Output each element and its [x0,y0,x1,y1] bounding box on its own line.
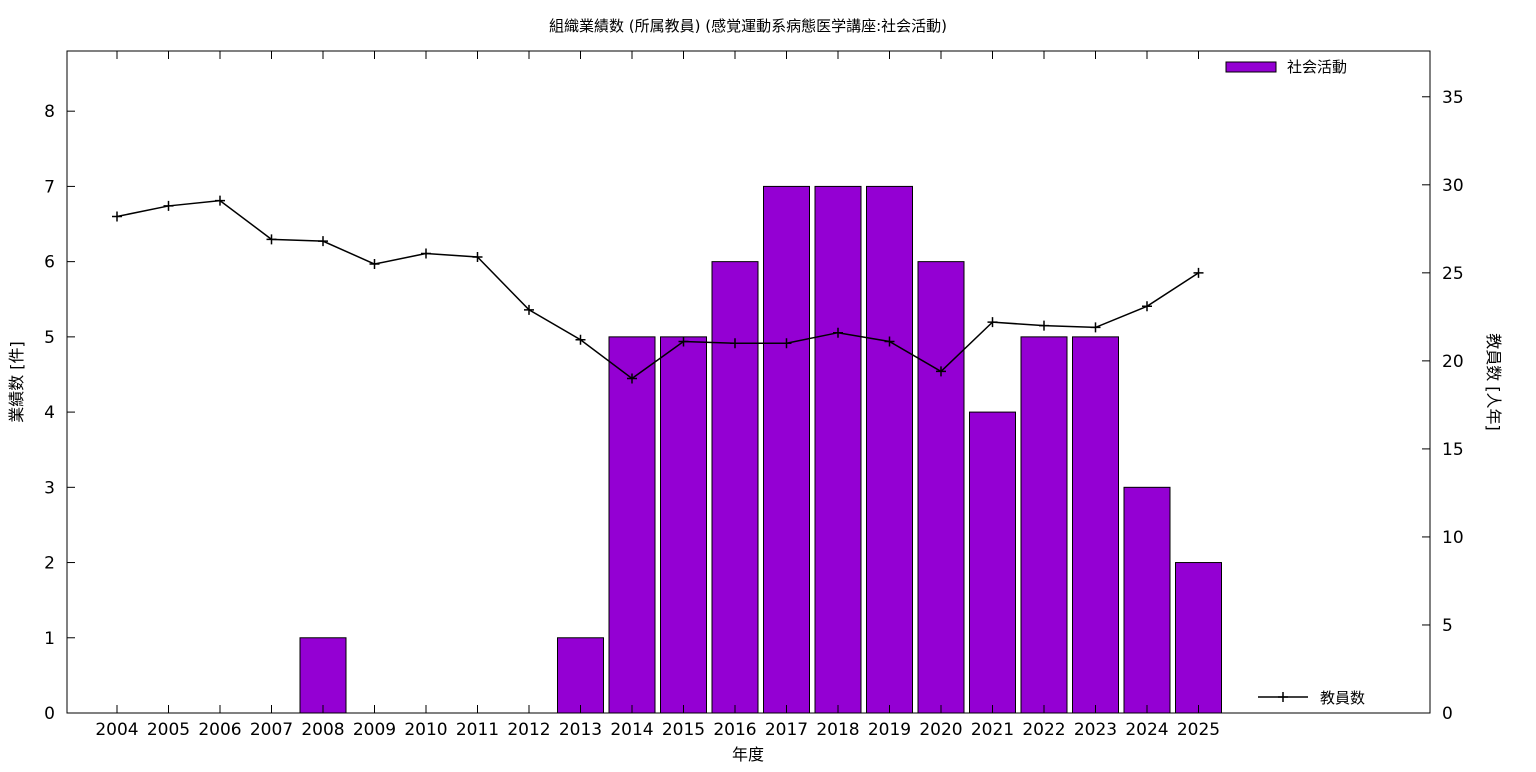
legend-line-entry: 教員数 [1258,689,1365,707]
line-point-2013 [575,334,586,345]
y-tick-label: 4 [44,403,55,423]
bar-2014 [608,336,656,714]
line-point-2021 [987,317,998,328]
x-tick-label: 2006 [198,720,241,740]
x-tick-label: 2016 [713,720,756,740]
y-axis-title: 業績数 [件] [7,341,26,423]
line-point-2005 [163,200,174,211]
bar-2020 [917,261,965,714]
x-tick-label: 2019 [868,720,911,740]
line-point-2009 [369,259,380,270]
y2-tick-label: 35 [1442,88,1464,108]
line-point-2006 [215,195,225,206]
bar-2008 [299,637,347,714]
line-point-2012 [524,304,534,315]
bar-2015 [660,336,707,714]
bar-2016 [711,261,759,714]
x-tick-label: 2022 [1022,720,1065,740]
x-tick-label: 2014 [610,720,653,740]
bar-2019 [866,185,913,714]
bar-2023 [1072,336,1119,714]
line-faculty-count [116,199,1199,380]
y-tick-label: 5 [44,328,55,348]
x-tick-label: 2013 [559,720,602,740]
x-tick-label: 2015 [662,720,705,740]
line-point-2018 [833,327,843,338]
y-tick-label: 1 [44,629,55,649]
x-tick-label: 2012 [507,720,550,740]
line-point-2015 [678,336,689,347]
line-point-2023 [1090,322,1101,333]
bars-layer [299,185,1222,714]
legend-bar-label: 社会活動 [1287,58,1347,76]
line-point-2004 [112,211,122,222]
legend-line-label: 教員数 [1320,689,1365,707]
plot-frame [66,50,1431,714]
line-point-2008 [318,236,328,247]
line-layer [112,195,1204,384]
bar-2021 [969,411,1016,714]
y2-tick-label: 30 [1442,176,1464,196]
line-point-2025 [1193,267,1204,278]
y2-axis-title: 教員数 [人年] [1484,333,1503,431]
line-point-2011 [472,251,483,262]
y-tick-label: 6 [44,253,55,273]
line-point-2017 [781,338,792,349]
y-tick-label: 0 [44,704,55,724]
y2-tick-label: 10 [1442,528,1464,548]
x-tick-label: 2007 [250,720,293,740]
x-tick-label: 2009 [353,720,396,740]
bar-2017 [763,185,810,714]
bar-2013 [557,637,604,714]
bar-2024 [1123,486,1171,714]
line-point-2007 [266,234,277,245]
bar-2025 [1175,562,1222,714]
x-tick-label: 2025 [1177,720,1220,740]
x-axis-title: 年度 [732,745,764,764]
y-tick-label: 2 [44,554,55,574]
x-tick-label: 2024 [1125,720,1168,740]
y2-tick-label: 15 [1442,440,1464,460]
legend-bar-entry: 社会活動 [1225,58,1347,76]
line-point-2010 [421,248,431,259]
y2-tick-label: 20 [1442,352,1464,372]
y2-tick-label: 0 [1442,704,1453,724]
line-point-2024 [1142,301,1152,312]
y-tick-label: 3 [44,478,55,498]
x-tick-label: 2023 [1074,720,1117,740]
y-tick-label: 8 [44,102,55,122]
x-tick-label: 2017 [765,720,808,740]
line-point-2014 [627,373,637,384]
x-tick-label: 2004 [95,720,138,740]
y-tick-label: 7 [44,177,55,197]
x-tick-label: 2008 [301,720,344,740]
bar-2022 [1020,336,1068,714]
x-tick-label: 2010 [404,720,447,740]
line-point-2016 [730,338,740,349]
y2-tick-label: 5 [1442,616,1453,636]
x-tick-label: 2021 [971,720,1014,740]
legend-line-marker [1278,692,1288,702]
x-tick-label: 2018 [816,720,859,740]
x-tick-label: 2011 [456,720,499,740]
chart-title: 組織業績数 (所属教員) (感覚運動系病態医学講座:社会活動) [549,17,947,35]
x-tick-label: 2005 [147,720,190,740]
line-point-2020 [936,366,946,377]
legend-bar-swatch [1225,61,1277,73]
line-point-2022 [1039,320,1049,331]
x-tick-label: 2020 [919,720,962,740]
line-point-2019 [884,336,895,347]
y2-tick-label: 25 [1442,264,1464,284]
bar-2018 [814,185,862,714]
